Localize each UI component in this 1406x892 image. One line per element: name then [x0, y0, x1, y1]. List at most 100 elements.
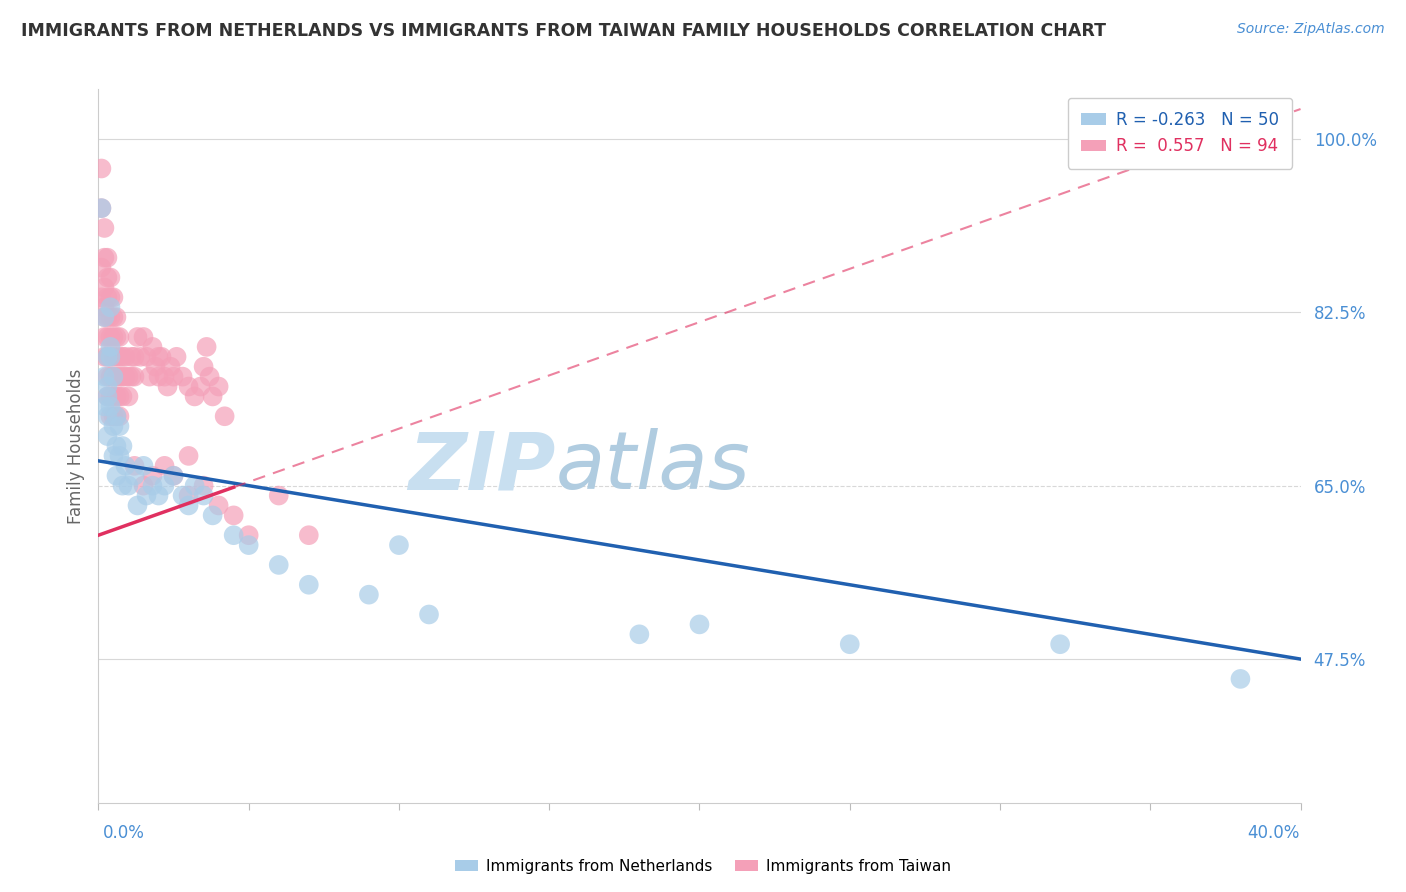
Point — [162, 468, 184, 483]
Point — [141, 478, 163, 492]
Point — [267, 558, 290, 572]
Point — [103, 389, 125, 403]
Point — [105, 330, 128, 344]
Point — [388, 538, 411, 552]
Point — [105, 409, 128, 424]
Point — [132, 458, 155, 473]
Point — [121, 369, 143, 384]
Point — [357, 588, 380, 602]
Point — [100, 300, 122, 314]
Point — [418, 607, 440, 622]
Point — [93, 221, 115, 235]
Point — [127, 330, 149, 344]
Point — [96, 270, 118, 285]
Point — [100, 270, 122, 285]
Point — [132, 478, 155, 492]
Point — [193, 489, 215, 503]
Point — [141, 340, 163, 354]
Point — [100, 350, 122, 364]
Point — [198, 369, 221, 384]
Point — [238, 528, 260, 542]
Point — [127, 499, 149, 513]
Point — [100, 310, 122, 325]
Point — [298, 528, 321, 542]
Point — [124, 468, 146, 483]
Point — [124, 369, 146, 384]
Point — [628, 627, 651, 641]
Point — [105, 310, 128, 325]
Point — [150, 350, 173, 364]
Point — [201, 389, 224, 403]
Point — [108, 409, 131, 424]
Point — [267, 489, 290, 503]
Point — [111, 350, 134, 364]
Point — [190, 379, 212, 393]
Point — [138, 369, 160, 384]
Point — [222, 528, 245, 542]
Point — [93, 400, 115, 414]
Point — [114, 350, 136, 364]
Point — [103, 449, 125, 463]
Text: 40.0%: 40.0% — [1247, 824, 1299, 842]
Point — [96, 429, 118, 443]
Point — [153, 478, 176, 492]
Point — [96, 409, 118, 424]
Text: IMMIGRANTS FROM NETHERLANDS VS IMMIGRANTS FROM TAIWAN FAMILY HOUSEHOLDS CORRELAT: IMMIGRANTS FROM NETHERLANDS VS IMMIGRANT… — [21, 22, 1107, 40]
Point — [153, 369, 176, 384]
Point — [162, 468, 184, 483]
Point — [93, 300, 115, 314]
Point — [117, 478, 139, 492]
Point — [135, 489, 157, 503]
Point — [96, 290, 118, 304]
Point — [177, 489, 200, 503]
Point — [183, 389, 205, 403]
Point — [108, 350, 131, 364]
Text: ZIP: ZIP — [408, 428, 555, 507]
Point — [238, 538, 260, 552]
Point — [93, 280, 115, 294]
Point — [141, 468, 163, 483]
Point — [172, 369, 194, 384]
Point — [108, 419, 131, 434]
Point — [111, 369, 134, 384]
Point — [108, 449, 131, 463]
Point — [117, 389, 139, 403]
Point — [100, 389, 122, 403]
Point — [93, 310, 115, 325]
Point — [96, 369, 118, 384]
Point — [124, 458, 146, 473]
Point — [90, 290, 112, 304]
Point — [105, 409, 128, 424]
Text: atlas: atlas — [555, 428, 749, 507]
Point — [208, 379, 231, 393]
Point — [183, 478, 205, 492]
Point — [148, 489, 170, 503]
Point — [105, 389, 128, 403]
Point — [148, 369, 170, 384]
Point — [96, 251, 118, 265]
Point — [838, 637, 860, 651]
Point — [689, 617, 711, 632]
Point — [103, 369, 125, 384]
Point — [105, 439, 128, 453]
Point — [90, 201, 112, 215]
Point — [117, 369, 139, 384]
Point — [108, 330, 131, 344]
Point — [100, 409, 122, 424]
Point — [100, 350, 122, 364]
Point — [162, 369, 184, 384]
Legend: R = -0.263   N = 50, R =  0.557   N = 94: R = -0.263 N = 50, R = 0.557 N = 94 — [1067, 97, 1292, 169]
Point — [195, 340, 218, 354]
Point — [103, 409, 125, 424]
Point — [103, 330, 125, 344]
Point — [105, 350, 128, 364]
Point — [1049, 637, 1071, 651]
Point — [156, 379, 179, 393]
Point — [193, 359, 215, 374]
Point — [103, 419, 125, 434]
Point — [1229, 672, 1251, 686]
Point — [96, 389, 118, 403]
Point — [93, 310, 115, 325]
Point — [166, 350, 188, 364]
Legend: Immigrants from Netherlands, Immigrants from Taiwan: Immigrants from Netherlands, Immigrants … — [449, 853, 957, 880]
